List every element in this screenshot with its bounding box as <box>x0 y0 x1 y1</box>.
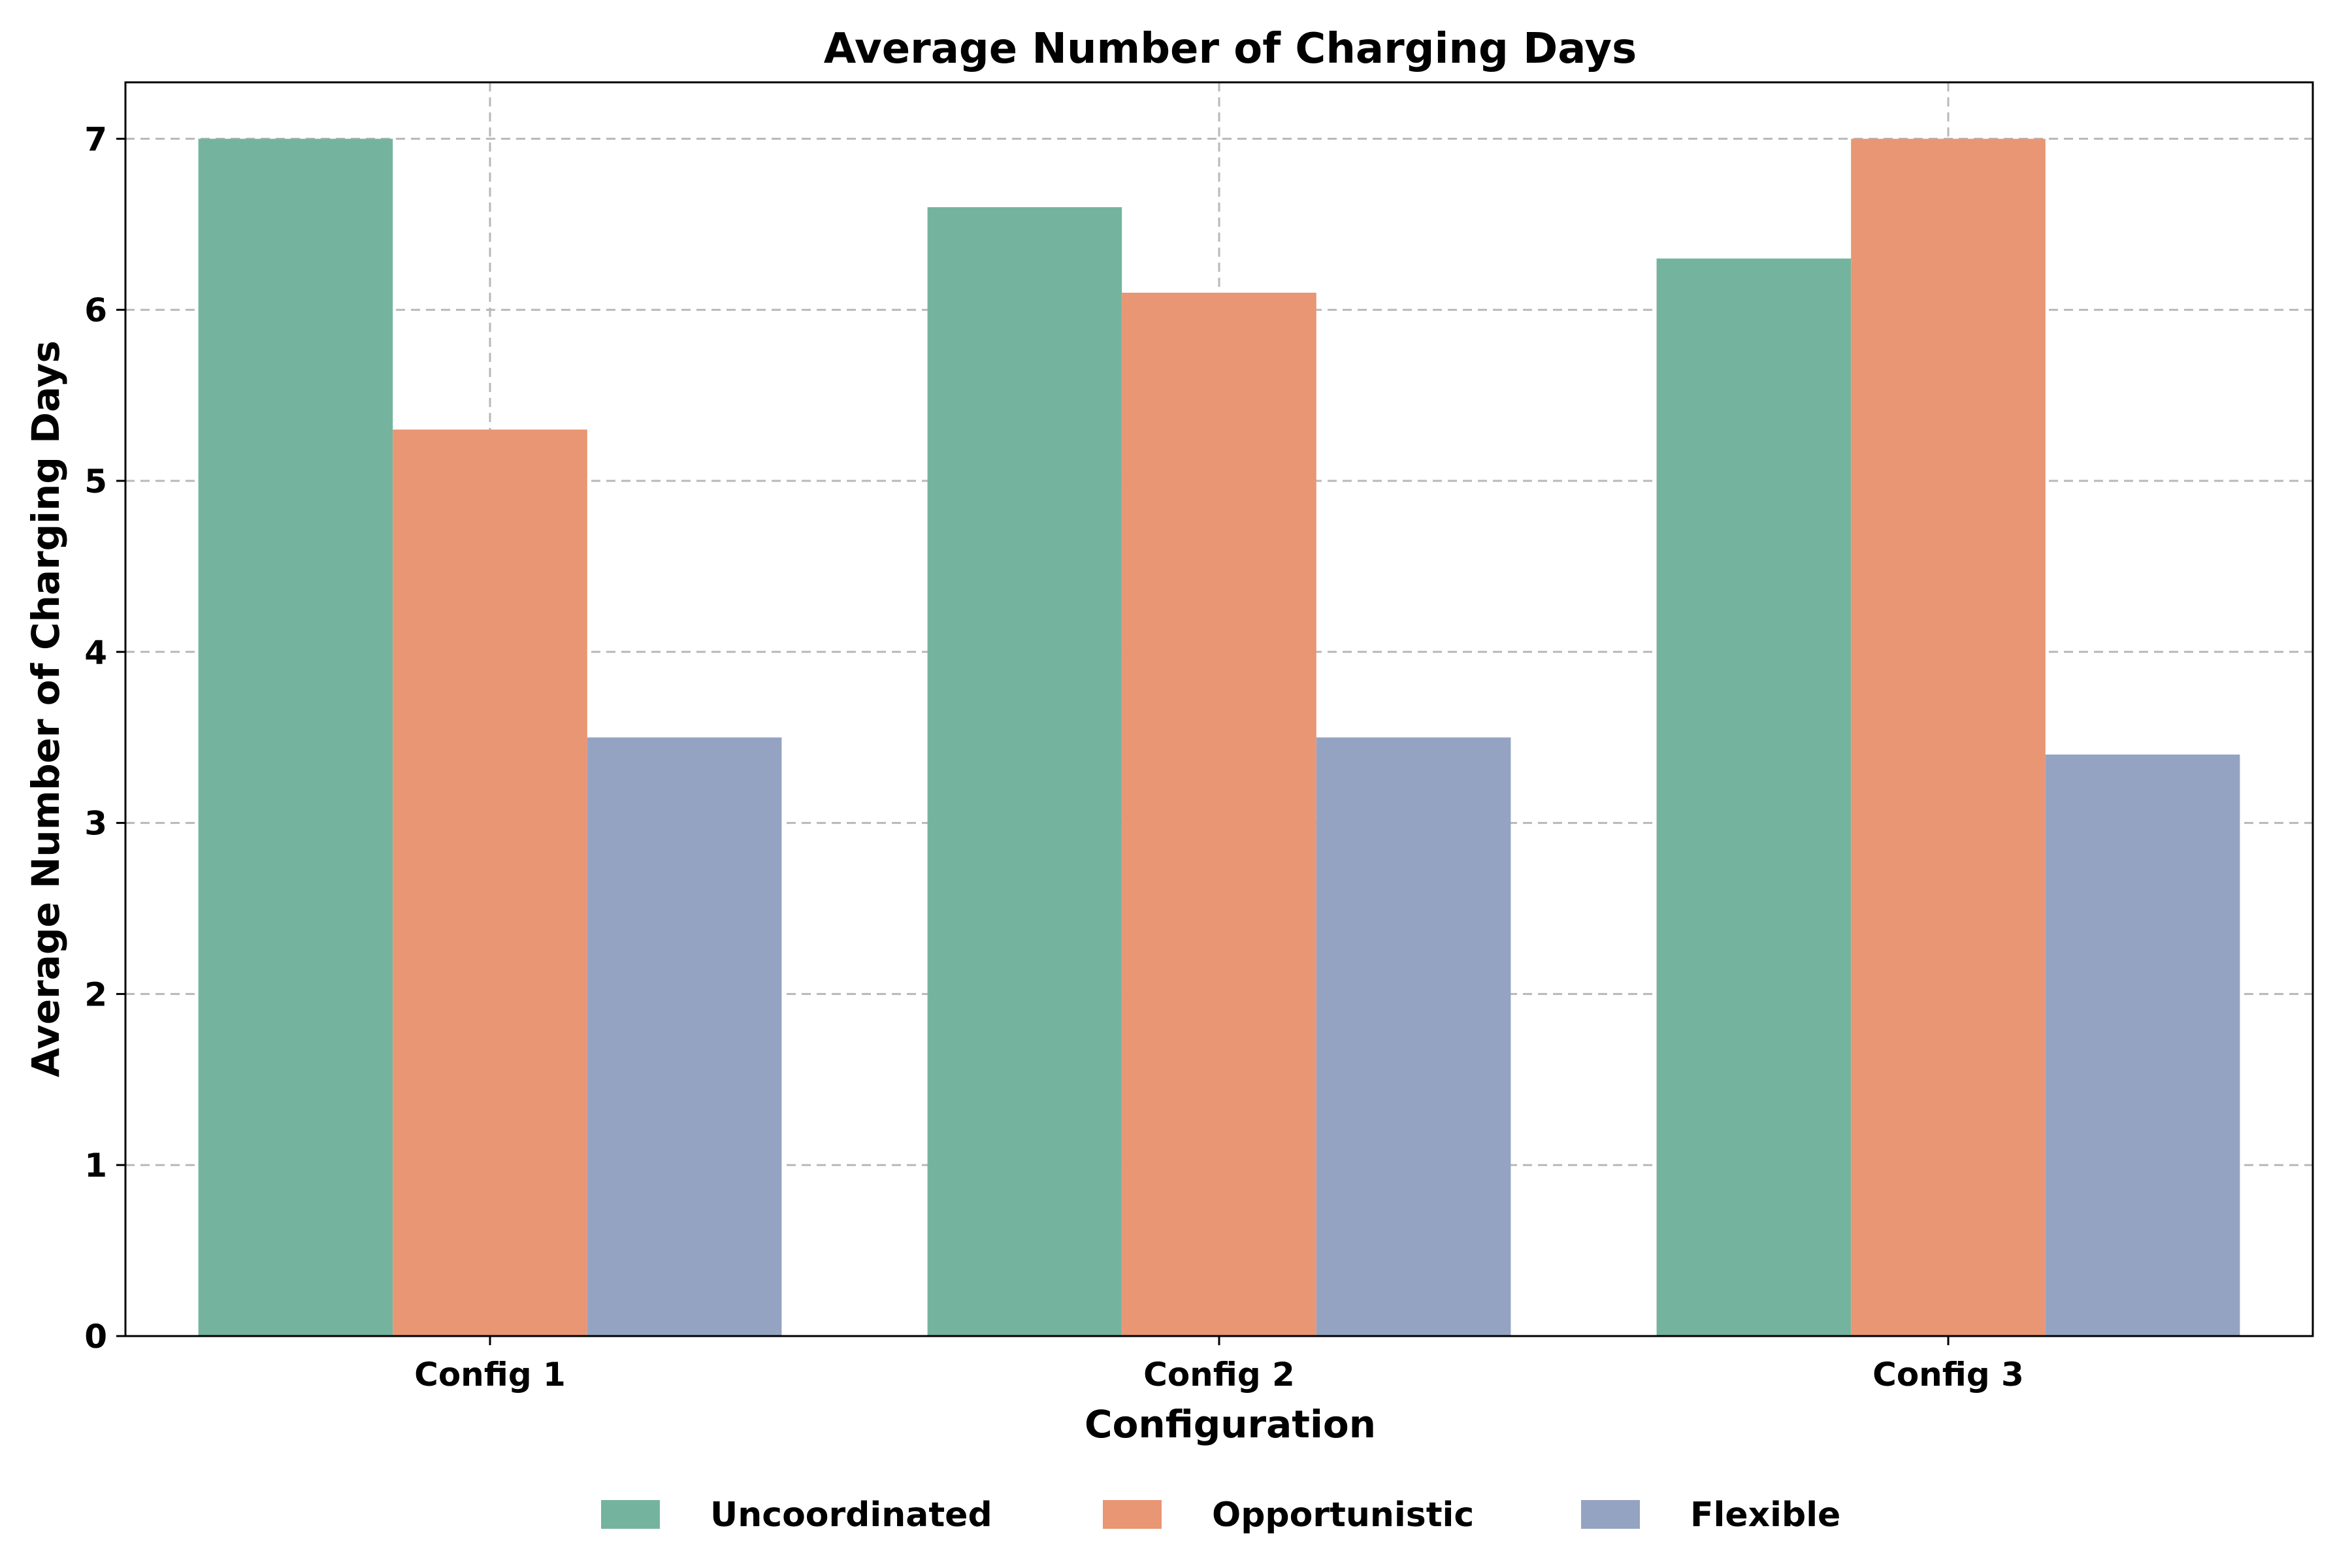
chart-title: Average Number of Charging Days <box>824 25 1637 73</box>
bar-opportunistic-2 <box>1122 293 1316 1336</box>
y-tick-label: 6 <box>84 291 107 329</box>
legend-swatch-uncoordinated <box>601 1500 660 1529</box>
bar-opportunistic-3 <box>1851 139 2046 1336</box>
x-tick-label: Config 2 <box>1143 1356 1295 1394</box>
y-tick-label: 1 <box>84 1147 107 1184</box>
bar-uncoordinated-2 <box>927 207 1122 1336</box>
legend: Uncoordinated Opportunistic Flexible <box>601 1495 1840 1535</box>
legend-label-uncoordinated: Uncoordinated <box>710 1495 992 1535</box>
x-tick-label: Config 1 <box>414 1356 566 1394</box>
bar-flexible-2 <box>1316 737 1511 1336</box>
bar-opportunistic-1 <box>393 429 587 1336</box>
legend-swatch-flexible <box>1581 1500 1640 1529</box>
y-tick-label: 5 <box>84 463 107 500</box>
bar-uncoordinated-1 <box>198 139 393 1336</box>
bar-flexible-3 <box>2045 754 2240 1336</box>
bar-flexible-1 <box>587 737 782 1336</box>
x-axis-label: Configuration <box>1085 1402 1376 1446</box>
y-tick-label: 3 <box>84 805 107 843</box>
y-tick-label: 0 <box>84 1318 107 1356</box>
x-tick-label: Config 3 <box>1872 1356 2024 1394</box>
legend-label-opportunistic: Opportunistic <box>1212 1495 1474 1535</box>
bars <box>198 139 2240 1337</box>
y-axis-label: Average Number of Charging Days <box>24 340 68 1077</box>
bar-uncoordinated-3 <box>1656 258 1852 1337</box>
y-tick-label: 7 <box>84 120 107 158</box>
y-tick-label: 2 <box>84 975 107 1013</box>
axis-ticks: 0 1 2 3 4 5 6 7 Config 1 Config 2 Config 3 <box>84 120 2024 1394</box>
y-tick-label: 4 <box>84 634 107 672</box>
legend-label-flexible: Flexible <box>1690 1495 1840 1535</box>
legend-swatch-opportunistic <box>1103 1500 1162 1529</box>
